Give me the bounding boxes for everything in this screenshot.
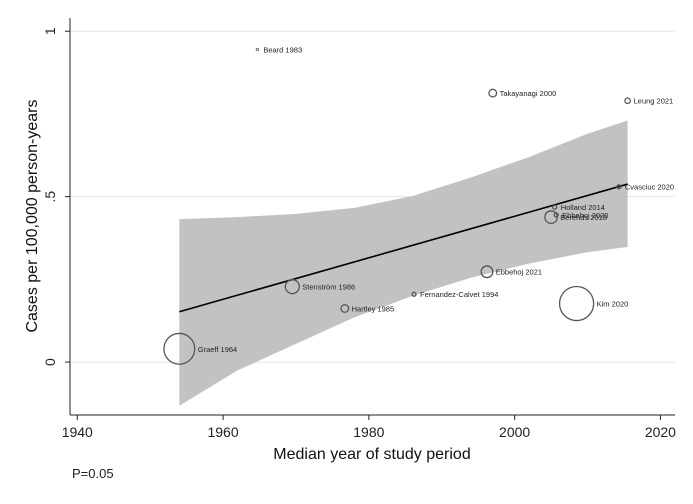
data-point xyxy=(488,88,498,98)
confidence-band xyxy=(179,120,628,406)
y-tick-label: .5 xyxy=(42,191,58,203)
data-point-label: Fernandez-Calvet 1994 xyxy=(420,290,498,299)
data-point-label: Leung 2021 xyxy=(634,97,674,106)
data-point-label: Kim 2020 xyxy=(597,300,629,309)
x-tick-label: 1940 xyxy=(62,424,93,440)
data-point-label: Berends 2018 xyxy=(560,213,607,222)
data-point-label: Beard 1983 xyxy=(263,45,302,54)
y-axis-ticks: 0.51 xyxy=(42,27,70,366)
data-point xyxy=(544,210,558,225)
x-tick-label: 1980 xyxy=(353,424,384,440)
data-point xyxy=(624,97,631,105)
y-tick-label: 0 xyxy=(42,358,58,366)
data-point-label: Holland 2014 xyxy=(561,203,605,212)
data-point xyxy=(411,291,417,297)
x-tick-label: 2020 xyxy=(645,424,676,440)
data-point-label: Hartley 1985 xyxy=(352,304,395,313)
data-point xyxy=(480,265,494,279)
x-axis-title: Median year of study period xyxy=(273,446,470,463)
data-point xyxy=(284,279,300,295)
data-point-label: Ebbehoj 2021 xyxy=(496,268,542,277)
data-point-label: Cvasciuc 2020 xyxy=(625,183,674,192)
data-point xyxy=(255,47,259,52)
x-axis-ticks: 1940 1960 1980 2000 2020 xyxy=(62,415,676,440)
data-point-label: Stenström 1986 xyxy=(302,283,355,292)
data-point-label: Takayanagi 2000 xyxy=(500,89,557,98)
data-point xyxy=(340,304,350,313)
data-point-label: Graeff 1964 xyxy=(198,345,237,354)
x-tick-label: 2000 xyxy=(499,424,530,440)
data-point xyxy=(558,285,595,322)
data-point xyxy=(616,184,622,190)
y-axis-title: Cases per 100,000 person-years xyxy=(24,99,41,332)
data-point-label: Ebbehoj 2020 xyxy=(562,211,608,220)
data-point xyxy=(552,204,558,210)
p-value-annotation: P=0.05 xyxy=(72,466,114,481)
x-tick-label: 1960 xyxy=(207,424,238,440)
data-points: Beard 1983 Takayanagi 2000 Leung 2021 Cvasc… xyxy=(163,45,674,365)
data-point xyxy=(163,332,196,365)
y-tick-label: 1 xyxy=(42,27,58,35)
